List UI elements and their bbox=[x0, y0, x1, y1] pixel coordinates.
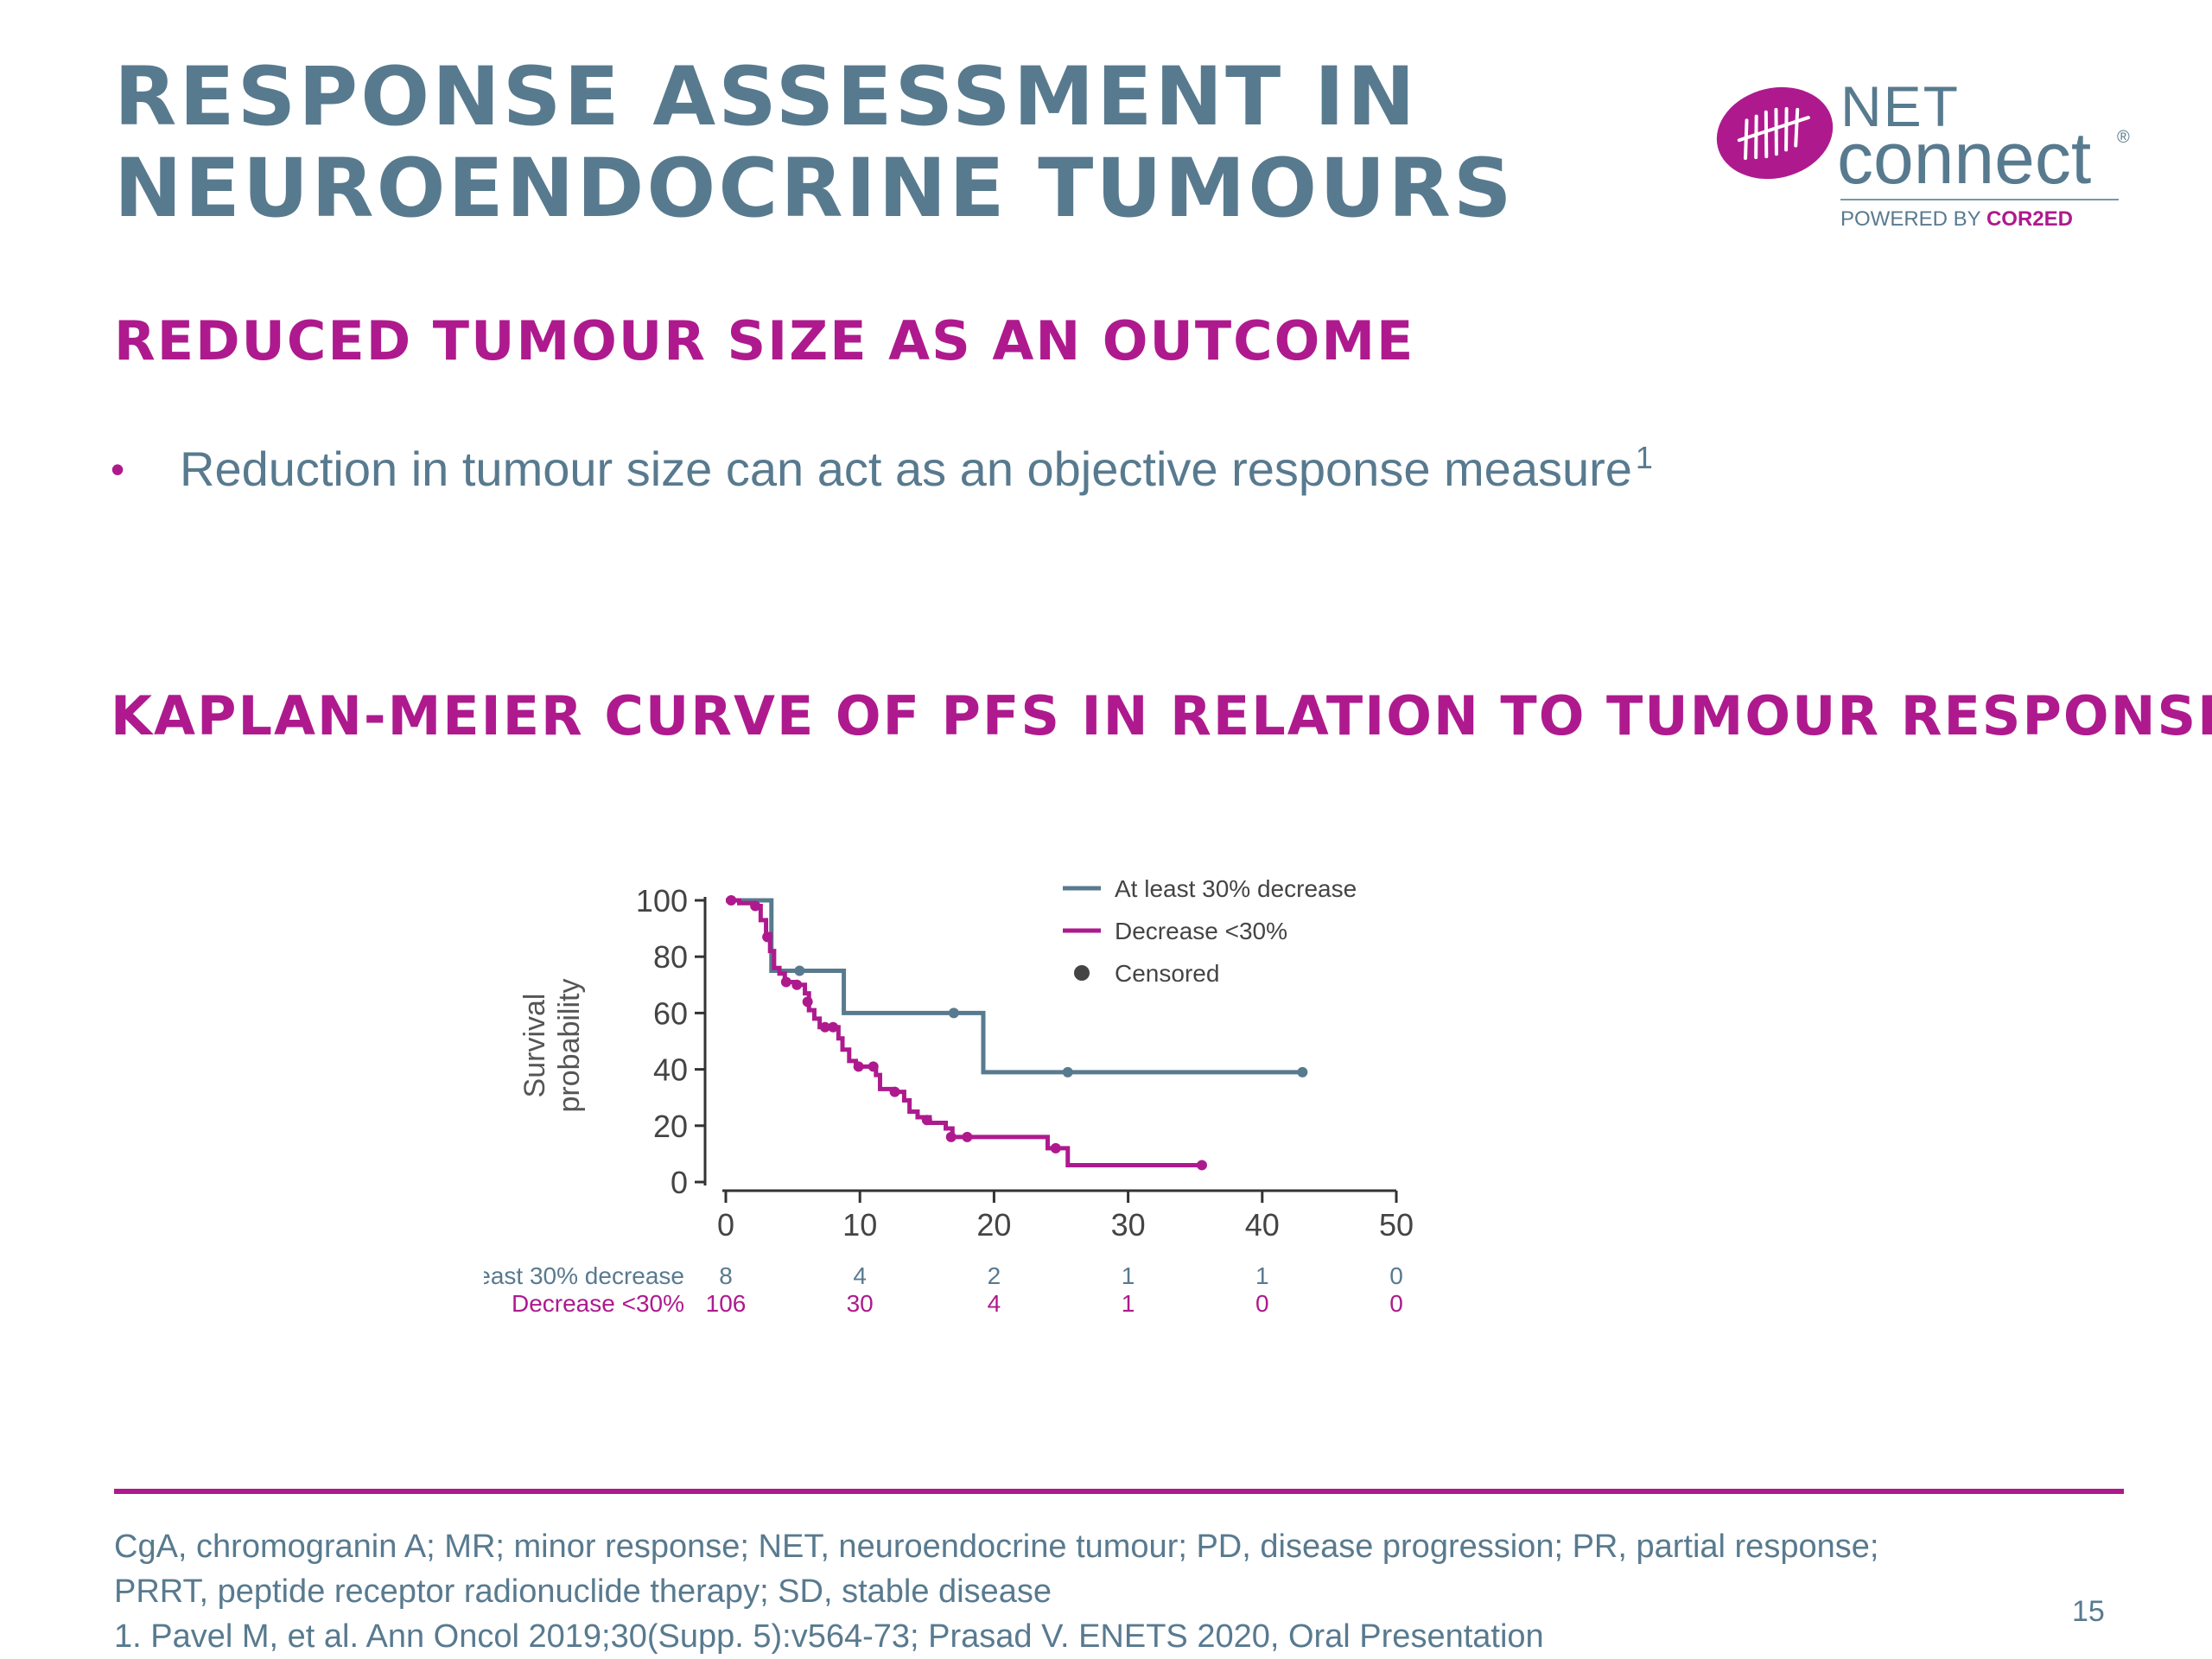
footnote-reference: 1. Pavel M, et al. Ann Oncol 2019;30(Sup… bbox=[114, 1618, 1544, 1655]
censored-point bbox=[819, 1021, 830, 1033]
censored-point bbox=[791, 979, 803, 990]
bullet-superscript: 1 bbox=[1635, 440, 1653, 476]
at-risk-value: 1 bbox=[1122, 1262, 1135, 1289]
footnotes: CgA, chromogranin A; MR; minor response;… bbox=[114, 1524, 1878, 1659]
netconnect-logo: NET connect ® POWERED BY COR2ED bbox=[1702, 74, 2152, 240]
x-tick-label: 0 bbox=[717, 1207, 734, 1243]
netconnect-zebra-icon bbox=[1707, 75, 1843, 191]
footnote-abbreviations-2: PRRT, peptide receptor radionuclide ther… bbox=[114, 1573, 1052, 1610]
logo-powered-by: POWERED BY COR2ED bbox=[1840, 207, 2073, 232]
footer-divider bbox=[114, 1489, 2124, 1494]
at-risk-value: 0 bbox=[1389, 1290, 1403, 1317]
censored-point bbox=[853, 1061, 864, 1072]
logo-registered-mark: ® bbox=[2117, 128, 2130, 147]
censored-point bbox=[945, 1131, 957, 1142]
x-tick-label: 50 bbox=[1379, 1207, 1414, 1243]
at-risk-value: 4 bbox=[853, 1262, 867, 1289]
censored-point bbox=[750, 900, 761, 912]
censored-point bbox=[1050, 1142, 1061, 1154]
at-risk-value: 0 bbox=[1389, 1262, 1403, 1289]
bullet-text: Reduction in tumour size can act as an o… bbox=[180, 439, 1653, 499]
y-tick-label: 60 bbox=[653, 995, 688, 1031]
censored-point bbox=[962, 1131, 973, 1142]
footnote-abbreviations-1: CgA, chromogranin A; MR; minor response;… bbox=[114, 1529, 1879, 1565]
censored-point bbox=[828, 1021, 839, 1033]
y-tick-label: 20 bbox=[653, 1109, 688, 1144]
censored-point bbox=[1196, 1160, 1207, 1171]
legend-censored-icon bbox=[1074, 965, 1090, 981]
at-risk-value: 1 bbox=[1255, 1262, 1269, 1289]
y-tick-label: 100 bbox=[636, 883, 688, 918]
at-risk-value: 8 bbox=[719, 1262, 733, 1289]
at-risk-value: 1 bbox=[1122, 1290, 1135, 1317]
logo-powered-brand: COR2ED bbox=[1986, 207, 2073, 231]
logo-connect-text: connect bbox=[1837, 118, 2092, 199]
at-risk-value: 106 bbox=[706, 1290, 747, 1317]
censored-point bbox=[780, 976, 791, 988]
censored-point bbox=[1297, 1066, 1308, 1077]
logo-powered-prefix: POWERED BY bbox=[1840, 207, 1986, 231]
slide-title-line-1: RESPONSE ASSESSMENT IN bbox=[114, 50, 1418, 144]
censored-point bbox=[726, 895, 737, 906]
logo-net-text: NET bbox=[1840, 74, 1960, 138]
series-line-1 bbox=[726, 898, 1303, 1075]
slide-title-line-2: NEUROENDOCRINE TUMOURS bbox=[114, 142, 1515, 236]
kaplan-meier-chart: 0 20 40 60 80 100 0 10 20 30 40 50 Survival probabili… bbox=[442, 855, 1521, 1348]
y-tick-label: 80 bbox=[653, 939, 688, 975]
censored-point bbox=[889, 1086, 900, 1097]
logo-divider bbox=[1840, 199, 2119, 200]
at-risk-value: 30 bbox=[847, 1290, 874, 1317]
legend-label-2: Decrease <30% bbox=[1115, 918, 1287, 944]
x-tick-label: 30 bbox=[1111, 1207, 1146, 1243]
x-tick-label: 10 bbox=[842, 1207, 877, 1243]
censored-point bbox=[762, 931, 773, 943]
censored-point bbox=[868, 1061, 879, 1072]
at-risk-row-label: Decrease <30% bbox=[512, 1290, 684, 1317]
bullet-dot-icon: • bbox=[111, 447, 125, 492]
censored-point bbox=[1062, 1066, 1073, 1077]
y-axis-label-line-1: Survival bbox=[518, 994, 551, 1098]
y-axis-label-line-2: probability bbox=[553, 979, 586, 1113]
bullet-item: • Reduction in tumour size can act as an… bbox=[111, 439, 1653, 499]
slide-title: RESPONSE ASSESSMENT IN NEUROENDOCRINE TU… bbox=[114, 50, 1515, 236]
at-risk-value: 0 bbox=[1255, 1290, 1269, 1317]
censored-point bbox=[794, 965, 805, 976]
x-tick-label: 20 bbox=[976, 1207, 1011, 1243]
bullet-text-main: Reduction in tumour size can act as an o… bbox=[180, 442, 1632, 496]
chart-heading: KAPLAN-MEIER CURVE OF PFS IN RELATION TO… bbox=[111, 684, 2212, 747]
censored-point bbox=[921, 1115, 932, 1126]
page-number: 15 bbox=[2072, 1595, 2105, 1628]
legend-label-3: Censored bbox=[1115, 960, 1219, 987]
y-tick-label: 0 bbox=[671, 1165, 688, 1200]
section-subtitle: REDUCED TUMOUR SIZE AS AN OUTCOME bbox=[114, 309, 1415, 372]
censored-point bbox=[948, 1007, 959, 1019]
y-tick-label: 40 bbox=[653, 1052, 688, 1088]
at-risk-row-label: At least 30% decrease bbox=[484, 1262, 684, 1289]
censored-point bbox=[802, 996, 813, 1007]
legend-label-1: At least 30% decrease bbox=[1115, 875, 1357, 902]
at-risk-value: 4 bbox=[988, 1290, 1001, 1317]
x-tick-label: 40 bbox=[1245, 1207, 1280, 1243]
at-risk-value: 2 bbox=[988, 1262, 1001, 1289]
